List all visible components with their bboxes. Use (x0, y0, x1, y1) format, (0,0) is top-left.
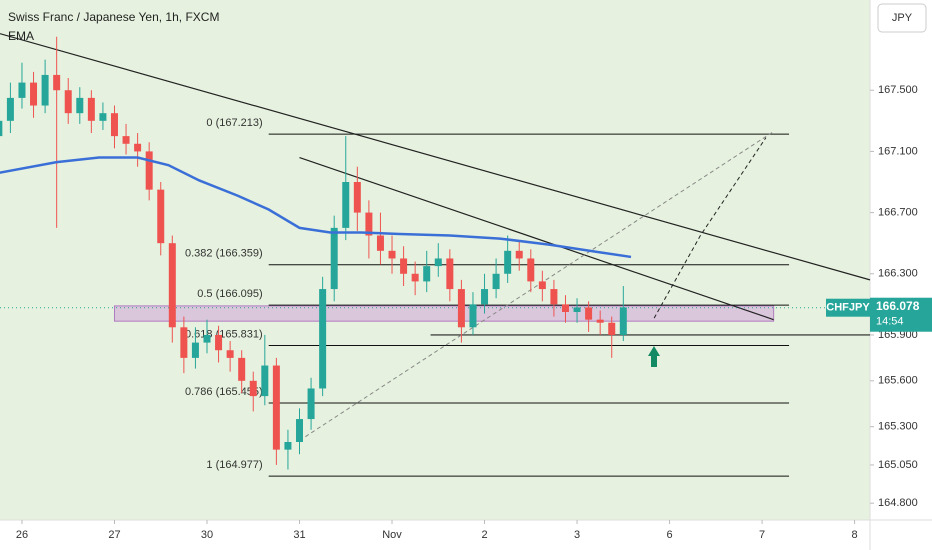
candle-body (226, 350, 234, 358)
candle-body (411, 273, 419, 282)
candle-body (469, 304, 477, 328)
x-tick-label: 3 (574, 529, 580, 541)
candle-body (168, 243, 176, 328)
arrow-icon (648, 346, 660, 367)
candle-body (18, 82, 26, 98)
candle-body (619, 307, 627, 335)
candle-body (64, 90, 72, 114)
x-tick-label: 26 (16, 529, 28, 541)
candle-body (6, 97, 14, 121)
candle-body (434, 258, 442, 267)
candle-body (134, 143, 142, 152)
projection-line (653, 137, 767, 319)
candle-body (307, 388, 315, 420)
price-tag (870, 297, 932, 332)
fib-label: 0.382 (166.359) (185, 248, 263, 260)
x-tick-label: 2 (481, 529, 487, 541)
price-label: 166.078 (876, 299, 920, 313)
candle-body (249, 380, 257, 397)
y-tick-label: 167.500 (878, 84, 918, 96)
chart-title: Swiss Franc / Japanese Yen, 1h, FXCM (8, 10, 219, 24)
candle-body (284, 442, 292, 450)
ema-line (0, 156, 632, 259)
symbol-label: CHFJPY (826, 302, 870, 314)
candle-body (585, 307, 593, 320)
y-tick-label: 165.900 (878, 329, 918, 341)
candle-body (492, 273, 500, 290)
candle-body (261, 365, 269, 397)
fib-label: 0.5 (166.095) (197, 288, 262, 300)
symbol-tag (826, 298, 870, 317)
x-tick-label: 6 (666, 529, 672, 541)
candle-body (342, 182, 350, 228)
candle-body (561, 304, 569, 312)
candle-body (53, 74, 61, 91)
candle-body (423, 266, 431, 282)
candle-body (538, 281, 546, 290)
candle-body (400, 258, 408, 274)
fib-label: 0.786 (165.455) (185, 386, 263, 398)
x-tick-label: Nov (382, 529, 402, 541)
y-tick-label: 164.800 (878, 497, 918, 509)
candle-body (272, 365, 280, 450)
candle-body (0, 120, 3, 137)
candle-body (457, 289, 465, 328)
candle-body (238, 357, 246, 381)
candle-body (365, 212, 373, 236)
candle-body (87, 97, 95, 121)
candle-body (446, 258, 454, 290)
candle-body (99, 113, 107, 121)
candle-body (504, 250, 512, 274)
y-tick-label: 165.050 (878, 459, 918, 471)
y-tick-label: 165.600 (878, 375, 918, 387)
y-tick-label: 165.300 (878, 421, 918, 433)
candle-body (527, 258, 535, 282)
candle-body (353, 182, 361, 213)
currency-button[interactable] (877, 3, 927, 33)
candle-body (319, 289, 327, 389)
x-tick-label: 7 (759, 529, 765, 541)
candle-body (110, 113, 118, 137)
candle-body (481, 289, 489, 305)
fib-label: 1 (164.977) (206, 459, 262, 471)
candle-body (215, 334, 223, 351)
candle-body (76, 97, 84, 114)
trend-line (0, 33, 871, 281)
trend-line (299, 156, 774, 321)
indicator-label: EMA (8, 29, 34, 43)
candle-body (180, 327, 188, 358)
candle-body (191, 342, 199, 358)
candle-body (515, 250, 523, 259)
projection-line (299, 131, 774, 441)
candle-body (376, 235, 384, 251)
y-tick-label: 166.300 (878, 268, 918, 280)
countdown-label: 14:54 (876, 316, 904, 328)
x-tick-label: 27 (108, 529, 120, 541)
fib-label: 0.618 (165.831) (185, 328, 263, 340)
candle-body (608, 322, 616, 335)
candle-body (330, 227, 338, 290)
currency-label[interactable]: JPY (892, 12, 913, 24)
candle-body (573, 307, 581, 312)
candle-body (122, 136, 130, 144)
candle-body (145, 151, 153, 190)
candle-body (550, 289, 558, 305)
candle-body (296, 419, 304, 442)
candle-body (30, 82, 38, 106)
y-tick-label: 166.700 (878, 206, 918, 218)
candle-body (203, 334, 211, 343)
candle-body (157, 189, 165, 244)
fib-label: 0 (167.213) (206, 117, 262, 129)
candle-body (388, 250, 396, 259)
candle-body (596, 319, 604, 323)
x-tick-label: 31 (293, 529, 305, 541)
x-tick-label: 30 (201, 529, 213, 541)
y-tick-label: 167.100 (878, 145, 918, 157)
candle-body (41, 74, 49, 106)
price-zone (113, 305, 775, 322)
x-tick-label: 8 (852, 529, 858, 541)
